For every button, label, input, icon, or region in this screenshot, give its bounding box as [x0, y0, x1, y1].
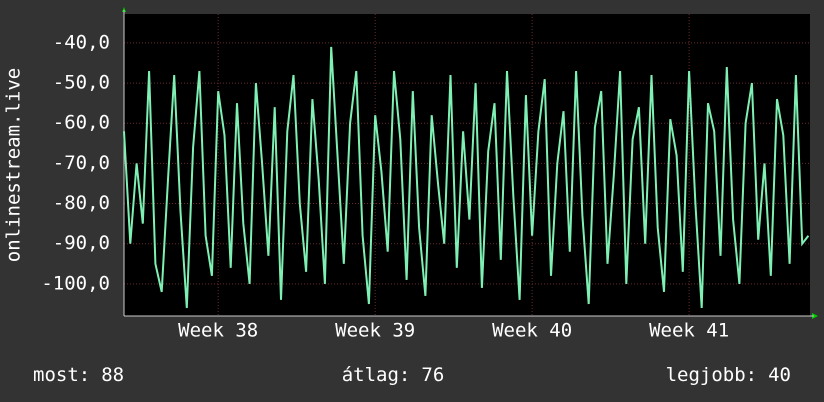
y-tick-label: -60,0 — [53, 112, 110, 134]
y-arrow — [122, 7, 126, 12]
plot-area — [124, 14, 810, 316]
footer-stat: legjobb: 40 — [666, 364, 791, 386]
stat-value: 40 — [768, 364, 791, 386]
x-tick-label: Week 41 — [649, 320, 729, 342]
stat-label: legjobb: — [666, 364, 758, 386]
y-tick-label: -40,0 — [53, 31, 110, 53]
x-tick-label: Week 38 — [178, 320, 258, 342]
y-tick-label: -50,0 — [53, 72, 110, 94]
data-line — [123, 46, 810, 309]
footer-stat: átlag: 76 — [342, 364, 445, 386]
stat-value: 76 — [421, 364, 444, 386]
y-tick-label: -70,0 — [53, 152, 110, 174]
y-axis-label: onlinestream.live — [3, 68, 25, 262]
footer-stat: most: 88 — [33, 364, 124, 386]
x-arrow — [812, 313, 818, 319]
y-tick-label: -80,0 — [53, 192, 110, 214]
stat-label: átlag: — [342, 364, 411, 386]
y-tick-label: -90,0 — [53, 232, 110, 254]
y-tick-label: -100,0 — [41, 272, 110, 294]
stat-label: most: — [33, 364, 90, 386]
x-tick-label: Week 39 — [335, 320, 415, 342]
x-tick-label: Week 40 — [492, 320, 572, 342]
stat-value: 88 — [101, 364, 124, 386]
